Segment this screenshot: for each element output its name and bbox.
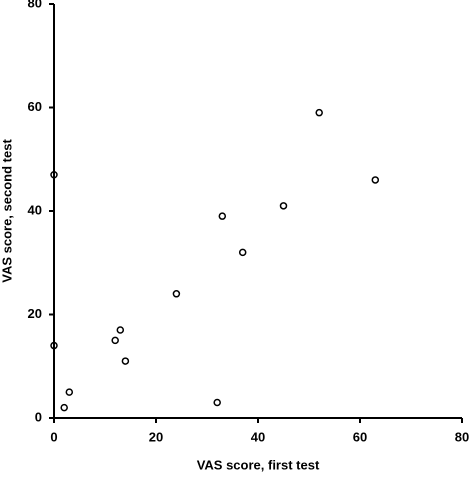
y-tick-label: 60 — [28, 99, 42, 114]
point — [50, 171, 58, 179]
point — [116, 326, 125, 334]
point — [111, 336, 119, 345]
y-tick-label: 0 — [35, 409, 42, 424]
point — [279, 202, 288, 210]
point — [218, 212, 227, 220]
x-tick-label: 80 — [455, 429, 469, 444]
point — [50, 341, 58, 350]
x-tick-label: 20 — [149, 429, 163, 444]
point — [172, 290, 181, 298]
point — [315, 108, 323, 117]
point — [371, 176, 380, 184]
x-tick-label: 0 — [50, 429, 57, 444]
point — [213, 398, 221, 407]
point — [65, 388, 74, 396]
y-tick-label: 80 — [28, 0, 42, 10]
x-tick-label: 60 — [353, 429, 367, 444]
x-axis-label: VAS score, first test — [197, 457, 320, 472]
y-axis-label: VAS score, second test — [0, 139, 14, 283]
y-tick-label: 40 — [28, 202, 42, 217]
x-tick-label: 40 — [251, 429, 265, 444]
point — [60, 403, 68, 412]
point — [238, 248, 247, 257]
point — [121, 357, 130, 365]
y-tick-label: 20 — [28, 306, 42, 321]
